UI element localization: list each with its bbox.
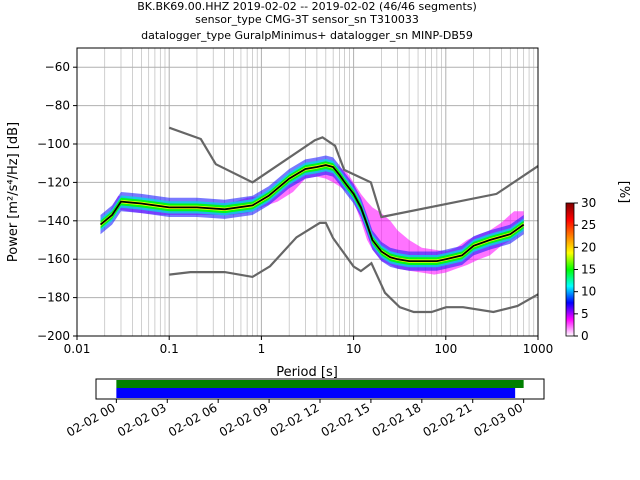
y-tick-label: −60 <box>45 60 70 74</box>
timeline-tick-label: 02-02 12 <box>268 400 322 439</box>
y-tick-label: −140 <box>37 214 70 228</box>
colorbar-tick-label: 15 <box>581 263 596 277</box>
timeline-tick-label: 02-02 06 <box>166 400 220 439</box>
colorbar-tick-label: 20 <box>581 240 596 254</box>
x-tick-label: 10 <box>346 342 361 356</box>
colorbar-scale <box>565 202 575 337</box>
x-tick-label: 100 <box>434 342 457 356</box>
mean-psd-line <box>99 164 525 263</box>
x-axis-ticks: 0.01 0.1 1 10 100 1000 <box>64 336 554 356</box>
plot-frame <box>76 47 539 337</box>
mean-psd-curve <box>99 164 525 263</box>
y-tick-label: −120 <box>37 175 70 189</box>
y-tick-label: −100 <box>37 137 70 151</box>
title-line-station: BK.BK69.00.HHZ 2019-02-02 -- 2019-02-02 … <box>137 0 477 13</box>
colorbar-ticks: 0 5 10 15 20 25 30 <box>574 196 596 343</box>
chart-title: BK.BK69.00.HHZ 2019-02-02 -- 2019-02-02 … <box>137 0 477 42</box>
timeline-tick-label: 02-02 15 <box>319 400 373 439</box>
psd-probability-band <box>100 155 524 275</box>
colorbar-tick-label: 25 <box>581 218 596 232</box>
colorbar-tick-label: 0 <box>581 329 589 343</box>
low-noise-model-line <box>169 221 539 314</box>
timeline-tick-label: 02-02 21 <box>421 400 475 439</box>
psd-band-envelope <box>100 161 524 275</box>
y-axis-label: Power [m²/s⁴/Hz] [dB] <box>6 122 21 262</box>
psd-band-mid-probability <box>100 159 524 268</box>
colorbar-tick-label: 10 <box>581 285 596 299</box>
y-tick-label: −160 <box>37 252 70 266</box>
y-tick-label: −180 <box>37 291 70 305</box>
title-line-sensor: sensor_type CMG-3T sensor_sn T310033 <box>195 13 419 26</box>
timeline-bar-psd-segments <box>116 388 516 398</box>
colorbar-tick-label: 5 <box>581 307 589 321</box>
y-axis-ticks: −200 −180 −160 −140 −120 −100 −80 −60 <box>37 60 77 343</box>
y-tick-label: −200 <box>37 329 70 343</box>
y-tick-label: −80 <box>45 99 70 113</box>
high-noise-model-line <box>168 126 539 219</box>
colorbar: 0 5 10 15 20 25 30 [%] <box>565 181 631 343</box>
psd-plot: 0.01 0.1 1 10 100 1000 −200 −180 −160 −140 −120 −1… <box>6 47 554 380</box>
x-tick-label: 0.1 <box>160 342 179 356</box>
x-tick-label: 0.01 <box>64 342 91 356</box>
timeline-tick-label: 02-02 09 <box>217 400 271 439</box>
x-tick-label: 1000 <box>523 342 554 356</box>
timeline-tick-label: 02-02 18 <box>370 400 424 439</box>
plot-area <box>77 48 538 336</box>
timeline-tick-label: 02-02 03 <box>115 400 169 439</box>
noise-model-lines <box>168 126 539 314</box>
colorbar-tick-label: 30 <box>581 196 596 210</box>
timeline-tick-label: 02-03 00 <box>471 400 525 439</box>
colorbar-label: [%] <box>616 181 631 204</box>
title-line-datalogger: datalogger_type GuralpMinimus+ datalogge… <box>141 29 473 42</box>
timeline-tick-label: 02-02 00 <box>64 400 118 439</box>
x-tick-label: 1 <box>258 342 266 356</box>
x-axis-label: Period [s] <box>276 365 338 380</box>
timeline-bars <box>116 380 524 398</box>
timeline-bar-data <box>116 380 524 388</box>
